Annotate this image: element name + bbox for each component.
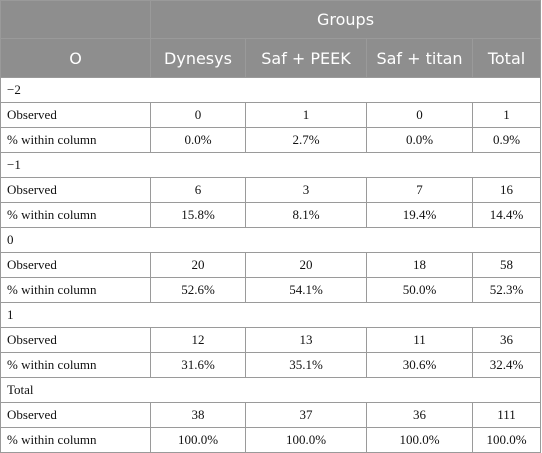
table-cell: 32.4% xyxy=(471,352,542,378)
table-cell: 12 xyxy=(150,327,246,353)
table-cell: 16 xyxy=(471,177,542,203)
table-cell: 1 xyxy=(245,102,367,128)
table-row: % within column 15.8% 8.1% 19.4% 14.4% xyxy=(0,202,542,228)
section-header-row: 1 xyxy=(0,302,542,328)
table-cell: 0.9% xyxy=(471,127,542,153)
row-label: % within column xyxy=(0,202,151,228)
table-cell: 58 xyxy=(471,252,542,278)
table-row: Observed 38 37 36 111 xyxy=(0,402,542,428)
section-label: −2 xyxy=(0,77,542,103)
column-header-dynesys: Dynesys xyxy=(150,38,246,78)
table-cell: 2.7% xyxy=(245,127,367,153)
column-header-saf-peek: Saf + PEEK xyxy=(245,38,367,78)
table-cell: 19.4% xyxy=(366,202,473,228)
table-cell: 1 xyxy=(471,102,542,128)
table-cell: 14.4% xyxy=(471,202,542,228)
section-label: Total xyxy=(0,377,542,403)
row-label: % within column xyxy=(0,127,151,153)
section-header-row: Total xyxy=(0,377,542,403)
table-row: % within column 52.6% 54.1% 50.0% 52.3% xyxy=(0,277,542,303)
table-cell: 0.0% xyxy=(150,127,246,153)
table-row: Observed 20 20 18 58 xyxy=(0,252,542,278)
row-label: % within column xyxy=(0,352,151,378)
table-row: % within column 31.6% 35.1% 30.6% 32.4% xyxy=(0,352,542,378)
row-label: Observed xyxy=(0,402,151,428)
table-row: Observed 0 1 0 1 xyxy=(0,102,542,128)
table-cell: 20 xyxy=(245,252,367,278)
table-cell: 30.6% xyxy=(366,352,473,378)
row-label: Observed xyxy=(0,327,151,353)
table-cell: 7 xyxy=(366,177,473,203)
section-header-row: −2 xyxy=(0,77,542,103)
table-cell: 36 xyxy=(366,402,473,428)
table-cell: 0 xyxy=(366,102,473,128)
table-cell: 52.6% xyxy=(150,277,246,303)
table-cell: 8.1% xyxy=(245,202,367,228)
table-cell: 37 xyxy=(245,402,367,428)
column-header-saf-titan: Saf + titan xyxy=(366,38,473,78)
table-cell: 35.1% xyxy=(245,352,367,378)
table-cell: 18 xyxy=(366,252,473,278)
row-label: % within column xyxy=(0,277,151,303)
table-cell: 52.3% xyxy=(471,277,542,303)
section-label: 1 xyxy=(0,302,542,328)
groups-header: Groups xyxy=(149,0,542,39)
table-cell: 6 xyxy=(150,177,246,203)
row-label: Observed xyxy=(0,102,151,128)
table-cell: 0 xyxy=(150,102,246,128)
table-cell: 11 xyxy=(366,327,473,353)
column-header-total: Total xyxy=(471,38,542,78)
table-cell: 20 xyxy=(150,252,246,278)
table-row: % within column 0.0% 2.7% 0.0% 0.9% xyxy=(0,127,542,153)
row-label: Observed xyxy=(0,177,151,203)
table-cell: 111 xyxy=(471,402,542,428)
table-cell: 15.8% xyxy=(150,202,246,228)
table-cell: 50.0% xyxy=(366,277,473,303)
table-row: Observed 6 3 7 16 xyxy=(0,177,542,203)
table-cell: 36 xyxy=(471,327,542,353)
row-variable-header: O xyxy=(0,38,151,78)
table-cell: 54.1% xyxy=(245,277,367,303)
section-header-row: −1 xyxy=(0,152,542,178)
table-row: Observed 12 13 11 36 xyxy=(0,327,542,353)
table-cell: 38 xyxy=(150,402,246,428)
section-header-row: 0 xyxy=(0,227,542,253)
header-corner-cell xyxy=(0,0,151,39)
section-label: 0 xyxy=(0,227,542,253)
table-cell: 13 xyxy=(245,327,367,353)
row-label: Observed xyxy=(0,252,151,278)
table-cell: 3 xyxy=(245,177,367,203)
table-cell: 0.0% xyxy=(366,127,473,153)
table-cell: 31.6% xyxy=(150,352,246,378)
section-label: −1 xyxy=(0,152,542,178)
table-body: −2 Observed 0 1 0 1% within column 0.0% 2.7% 0.0… xyxy=(0,77,542,453)
